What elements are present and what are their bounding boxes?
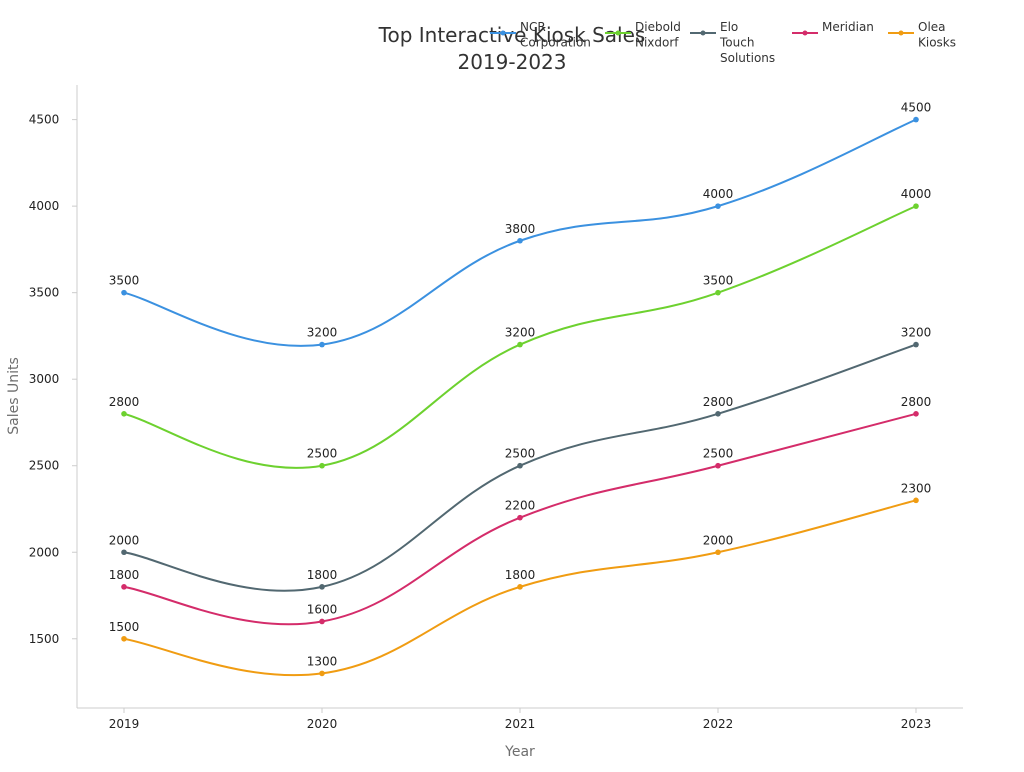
y-axis-title: Sales Units: [6, 357, 22, 435]
data-label: 3500: [109, 274, 140, 288]
data-point: [319, 670, 325, 677]
data-label: 3200: [505, 326, 536, 340]
data-point: [913, 497, 919, 504]
data-point: [319, 341, 325, 348]
series-lines: [121, 116, 919, 677]
legend-label: Meridian: [822, 20, 874, 34]
data-point: [913, 411, 919, 417]
data-point: [715, 411, 721, 417]
legend-label: Kiosks: [918, 36, 956, 50]
legend-label: Diebold: [635, 20, 681, 34]
data-label: 2000: [703, 533, 734, 547]
data-label: 3200: [307, 326, 338, 340]
chart-title-line: Top Interactive Kiosk Sales: [378, 23, 646, 47]
data-label: 2500: [703, 447, 734, 461]
x-tick-label: 2019: [109, 717, 140, 731]
data-label: 1500: [109, 620, 140, 634]
data-label: 2500: [307, 447, 338, 461]
y-tick-label: 4000: [29, 199, 60, 213]
legend-label: Solutions: [720, 51, 775, 65]
chart-title: Top Interactive Kiosk Sales 2019-2023: [378, 23, 646, 74]
legend-swatch-point: [700, 30, 706, 36]
data-point: [715, 289, 721, 296]
data-point: [913, 341, 919, 348]
data-point: [517, 237, 523, 244]
legend-label: Elo: [720, 20, 738, 34]
axes: 1500 2000 2500 3000 3500 4000 4500 2019 2020 2021…: [6, 85, 963, 760]
data-label: 3800: [505, 222, 536, 236]
data-point: [715, 462, 721, 469]
data-point: [715, 549, 721, 556]
data-point: [121, 549, 127, 556]
data-point: [517, 584, 523, 590]
data-point: [517, 462, 523, 469]
y-tick-label: 1500: [29, 632, 60, 646]
data-point: [121, 411, 127, 417]
data-label: 1600: [307, 602, 338, 616]
legend-swatch-point: [615, 30, 621, 36]
data-point: [319, 462, 325, 469]
x-tick-label: 2021: [505, 717, 536, 731]
data-label: 4500: [901, 101, 932, 115]
data-point: [715, 203, 721, 209]
legend-label: Corporation: [520, 36, 591, 50]
data-label: 2800: [109, 395, 140, 409]
y-tick-label: 3500: [29, 286, 60, 300]
x-tick-label: 2020: [307, 717, 338, 731]
data-label: 2000: [109, 533, 140, 547]
data-label: 1800: [505, 568, 536, 582]
legend-label: Olea: [918, 20, 946, 34]
data-point: [319, 618, 325, 625]
data-label: 2500: [505, 447, 536, 461]
data-label: 2800: [703, 395, 734, 409]
data-label: 2200: [505, 499, 536, 513]
legend: NCR Corporation Diebold Nixdorf Elo TouchSolu…: [490, 20, 956, 65]
data-point: [517, 341, 523, 348]
y-tick-label: 3000: [29, 372, 60, 386]
data-label: 1800: [307, 568, 338, 582]
legend-swatch-point: [802, 30, 808, 36]
data-label: 1800: [109, 568, 140, 582]
data-point: [121, 635, 127, 642]
data-labels: 3500 3200 3800 4000 4500 2800 2500 3200 3500 4000…: [109, 101, 932, 669]
x-tick-label: 2023: [901, 717, 932, 731]
data-point: [121, 584, 127, 590]
data-label: 4000: [901, 187, 932, 201]
legend-item: Diebold Nixdorf: [605, 20, 681, 50]
legend-swatch-point: [898, 30, 904, 36]
legend-item: Meridian: [792, 20, 874, 36]
data-label: 2300: [901, 481, 932, 495]
legend-item: Olea Kiosks: [888, 20, 956, 50]
y-tick-label: 4500: [29, 113, 60, 127]
legend-label: Nixdorf: [635, 36, 679, 50]
data-point: [517, 514, 523, 521]
legend-item: NCR Corporation: [490, 20, 591, 50]
data-point: [319, 584, 325, 590]
y-tick-label: 2500: [29, 459, 60, 473]
legend-swatch-point: [500, 30, 506, 36]
data-label: 3200: [901, 326, 932, 340]
x-axis-title: Year: [504, 744, 535, 760]
data-point: [121, 289, 127, 296]
data-point: [913, 116, 919, 123]
data-label: 3500: [703, 274, 734, 288]
data-label: 1300: [307, 654, 338, 668]
data-label: 4000: [703, 187, 734, 201]
chart-title-line: 2019-2023: [457, 50, 566, 74]
x-tick-label: 2022: [703, 717, 734, 731]
data-label: 2800: [901, 395, 932, 409]
legend-label: Touch: [719, 36, 754, 50]
legend-label: NCR: [520, 20, 546, 34]
data-point: [913, 203, 919, 209]
y-tick-label: 2000: [29, 545, 60, 559]
